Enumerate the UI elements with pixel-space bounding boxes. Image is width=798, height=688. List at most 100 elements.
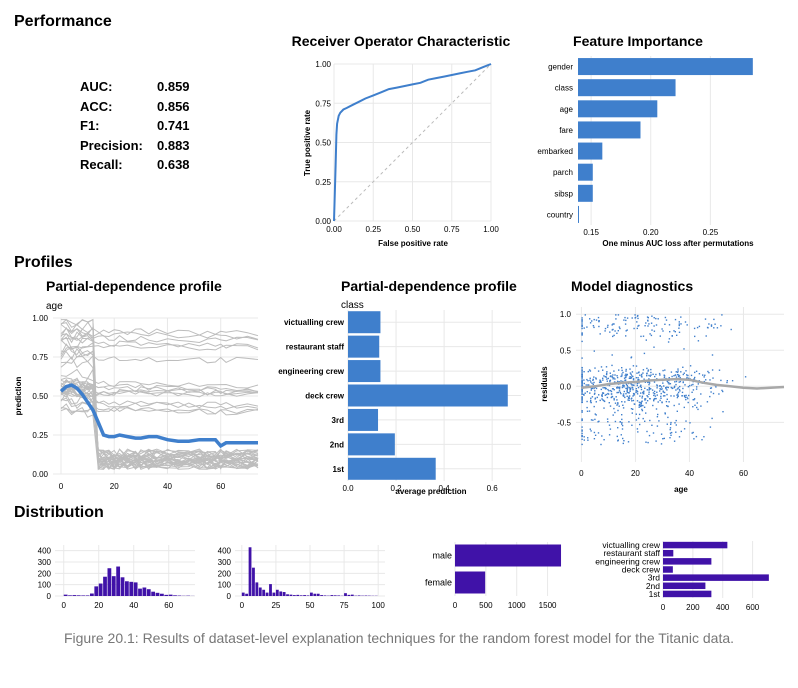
residual-point <box>622 371 624 374</box>
individual-profile-line <box>60 345 259 469</box>
residual-point <box>640 386 642 388</box>
residual-point <box>618 326 621 328</box>
residual-point <box>628 392 630 394</box>
residual-point <box>678 381 680 383</box>
residual-point <box>598 420 600 422</box>
residual-point <box>631 384 633 386</box>
residual-point <box>603 399 605 402</box>
residual-point <box>658 420 660 422</box>
residual-point <box>621 421 623 424</box>
residual-point <box>656 416 659 418</box>
residual-point <box>678 375 680 378</box>
residual-point <box>654 393 656 395</box>
individual-profile-line <box>60 385 259 460</box>
residual-point <box>601 398 603 400</box>
residual-point <box>639 395 641 397</box>
category-label: gender <box>548 63 573 72</box>
residual-point <box>616 380 619 383</box>
residual-point <box>625 335 627 337</box>
residual-point <box>581 396 583 398</box>
residual-point <box>625 368 627 371</box>
residual-point <box>706 326 709 329</box>
residual-point <box>592 419 594 421</box>
count-bar <box>455 544 562 567</box>
category-label: 3rd <box>648 573 661 583</box>
residual-point <box>638 406 640 408</box>
residual-point <box>601 394 603 396</box>
residual-point <box>653 400 655 402</box>
residual-point <box>642 391 644 394</box>
residual-point <box>642 417 644 420</box>
residual-point <box>645 412 647 414</box>
category-label: fare <box>559 126 573 135</box>
residual-point <box>621 424 624 427</box>
histogram-bar <box>292 595 296 596</box>
residual-point <box>638 378 640 381</box>
residual-point <box>636 393 639 395</box>
histogram-bar <box>248 547 252 596</box>
histogram-bar <box>151 591 156 596</box>
residual-point <box>624 374 626 377</box>
residual-point <box>623 377 626 379</box>
residual-point <box>697 408 699 411</box>
histogram-bar <box>164 594 169 596</box>
residual-point <box>670 431 673 434</box>
residual-point <box>692 383 694 386</box>
residual-point <box>598 320 600 322</box>
residual-point <box>628 387 630 389</box>
residual-point <box>629 372 632 374</box>
x-tick-label: 25 <box>271 601 280 610</box>
residual-point <box>720 379 722 382</box>
residual-point <box>616 435 618 438</box>
residual-point <box>622 384 624 386</box>
residual-point <box>603 407 605 409</box>
residual-point <box>632 365 635 367</box>
residual-point <box>666 380 668 382</box>
residual-point <box>593 326 595 329</box>
residual-point <box>677 387 680 389</box>
residual-point <box>630 398 632 400</box>
histogram-bar <box>323 595 327 596</box>
residual-point <box>667 416 669 419</box>
x-tick-label: 0.20 <box>643 228 659 237</box>
residual-point <box>581 327 583 330</box>
y-tick-label: 300 <box>218 558 232 567</box>
residual-point <box>679 380 682 383</box>
residual-point <box>661 328 663 330</box>
residual-point <box>583 382 585 385</box>
residual-point <box>715 386 717 388</box>
residual-point <box>638 371 640 373</box>
residual-point <box>626 329 628 331</box>
residual-point <box>618 390 621 392</box>
residual-point <box>682 373 684 376</box>
residual-point <box>663 374 665 376</box>
residual-point <box>668 377 670 379</box>
residual-point <box>663 376 666 379</box>
roc-curve <box>333 63 492 222</box>
individual-profile-line <box>60 397 259 409</box>
residual-point <box>653 394 655 397</box>
residual-point <box>581 435 583 437</box>
residual-point <box>612 388 614 390</box>
metric-row: AUC: 0.859 <box>80 79 190 99</box>
individual-profile-line <box>60 336 259 350</box>
residual-point <box>635 413 637 415</box>
residual-point <box>625 330 627 332</box>
histogram-bar <box>303 595 306 596</box>
residual-point <box>581 401 583 404</box>
category-label: deck crew <box>305 392 344 401</box>
residual-point <box>694 371 696 374</box>
metric-value: 0.883 <box>157 137 190 153</box>
residual-point <box>670 386 672 389</box>
residual-point <box>625 393 627 395</box>
category-label: country <box>547 210 573 219</box>
individual-profile-line <box>60 339 259 351</box>
residual-point <box>648 434 651 437</box>
residual-point <box>589 379 591 381</box>
prediction-bar <box>348 408 379 431</box>
residual-point <box>645 339 647 341</box>
histogram-bar <box>272 592 276 596</box>
residual-point <box>611 354 613 356</box>
residual-point <box>656 387 658 389</box>
residual-point <box>710 391 712 393</box>
